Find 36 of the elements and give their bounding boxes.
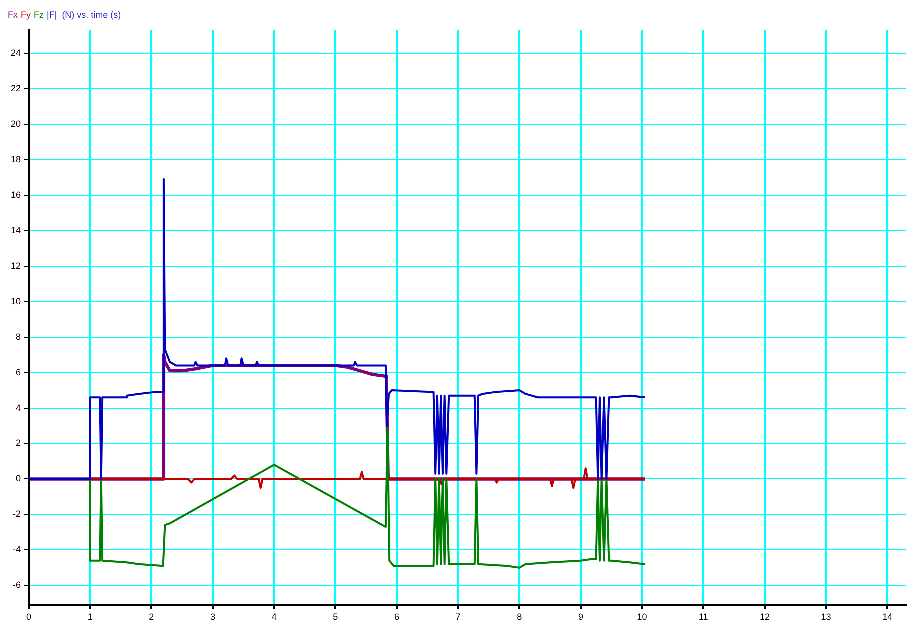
y-tick-label: -2 xyxy=(12,509,22,520)
y-tick-label: 18 xyxy=(10,154,22,164)
x-tick-label: 13 xyxy=(821,612,832,622)
y-tick-label: -4 xyxy=(12,544,22,555)
x-tick-label: 2 xyxy=(149,612,154,622)
x-tick-label: 6 xyxy=(394,612,400,622)
y-tick-label: 4 xyxy=(16,402,22,413)
text: |F| xyxy=(47,9,58,22)
x-tick-label: 9 xyxy=(578,612,584,622)
y-tick-label: 8 xyxy=(16,332,22,342)
x-tick-label: 14 xyxy=(882,612,893,622)
x-tick-label: 1 xyxy=(88,612,93,622)
y-tick-label: 16 xyxy=(10,190,22,200)
y-tick-label: 20 xyxy=(10,118,22,129)
x-tick-label: 5 xyxy=(333,612,338,622)
x-tick-label: 8 xyxy=(517,612,522,622)
text: Fz xyxy=(34,9,44,22)
text: Fx xyxy=(8,9,18,22)
x-tick-label: 3 xyxy=(210,612,216,622)
x-tick-label: 7 xyxy=(456,612,461,622)
x-tick-label: 4 xyxy=(272,612,277,622)
text: Fy xyxy=(21,9,31,22)
x-tick-label: 11 xyxy=(698,612,708,622)
y-tick-label: 10 xyxy=(10,296,22,306)
y-tick-label: 2 xyxy=(16,438,22,448)
y-tick-label: 6 xyxy=(16,367,22,378)
y-tick-label: 14 xyxy=(10,225,22,236)
y-tick-label: 0 xyxy=(16,474,22,484)
y-tick-label: 22 xyxy=(10,83,22,94)
y-tick-label: 12 xyxy=(10,260,22,271)
x-tick-label: 10 xyxy=(637,612,648,622)
y-tick-label: -6 xyxy=(12,580,22,590)
chart-title: (N) vs. time (s) xyxy=(62,9,122,22)
y-tick-label: 24 xyxy=(10,48,22,58)
x-tick-label: 12 xyxy=(760,612,770,622)
x-tick-label: 0 xyxy=(26,612,32,622)
